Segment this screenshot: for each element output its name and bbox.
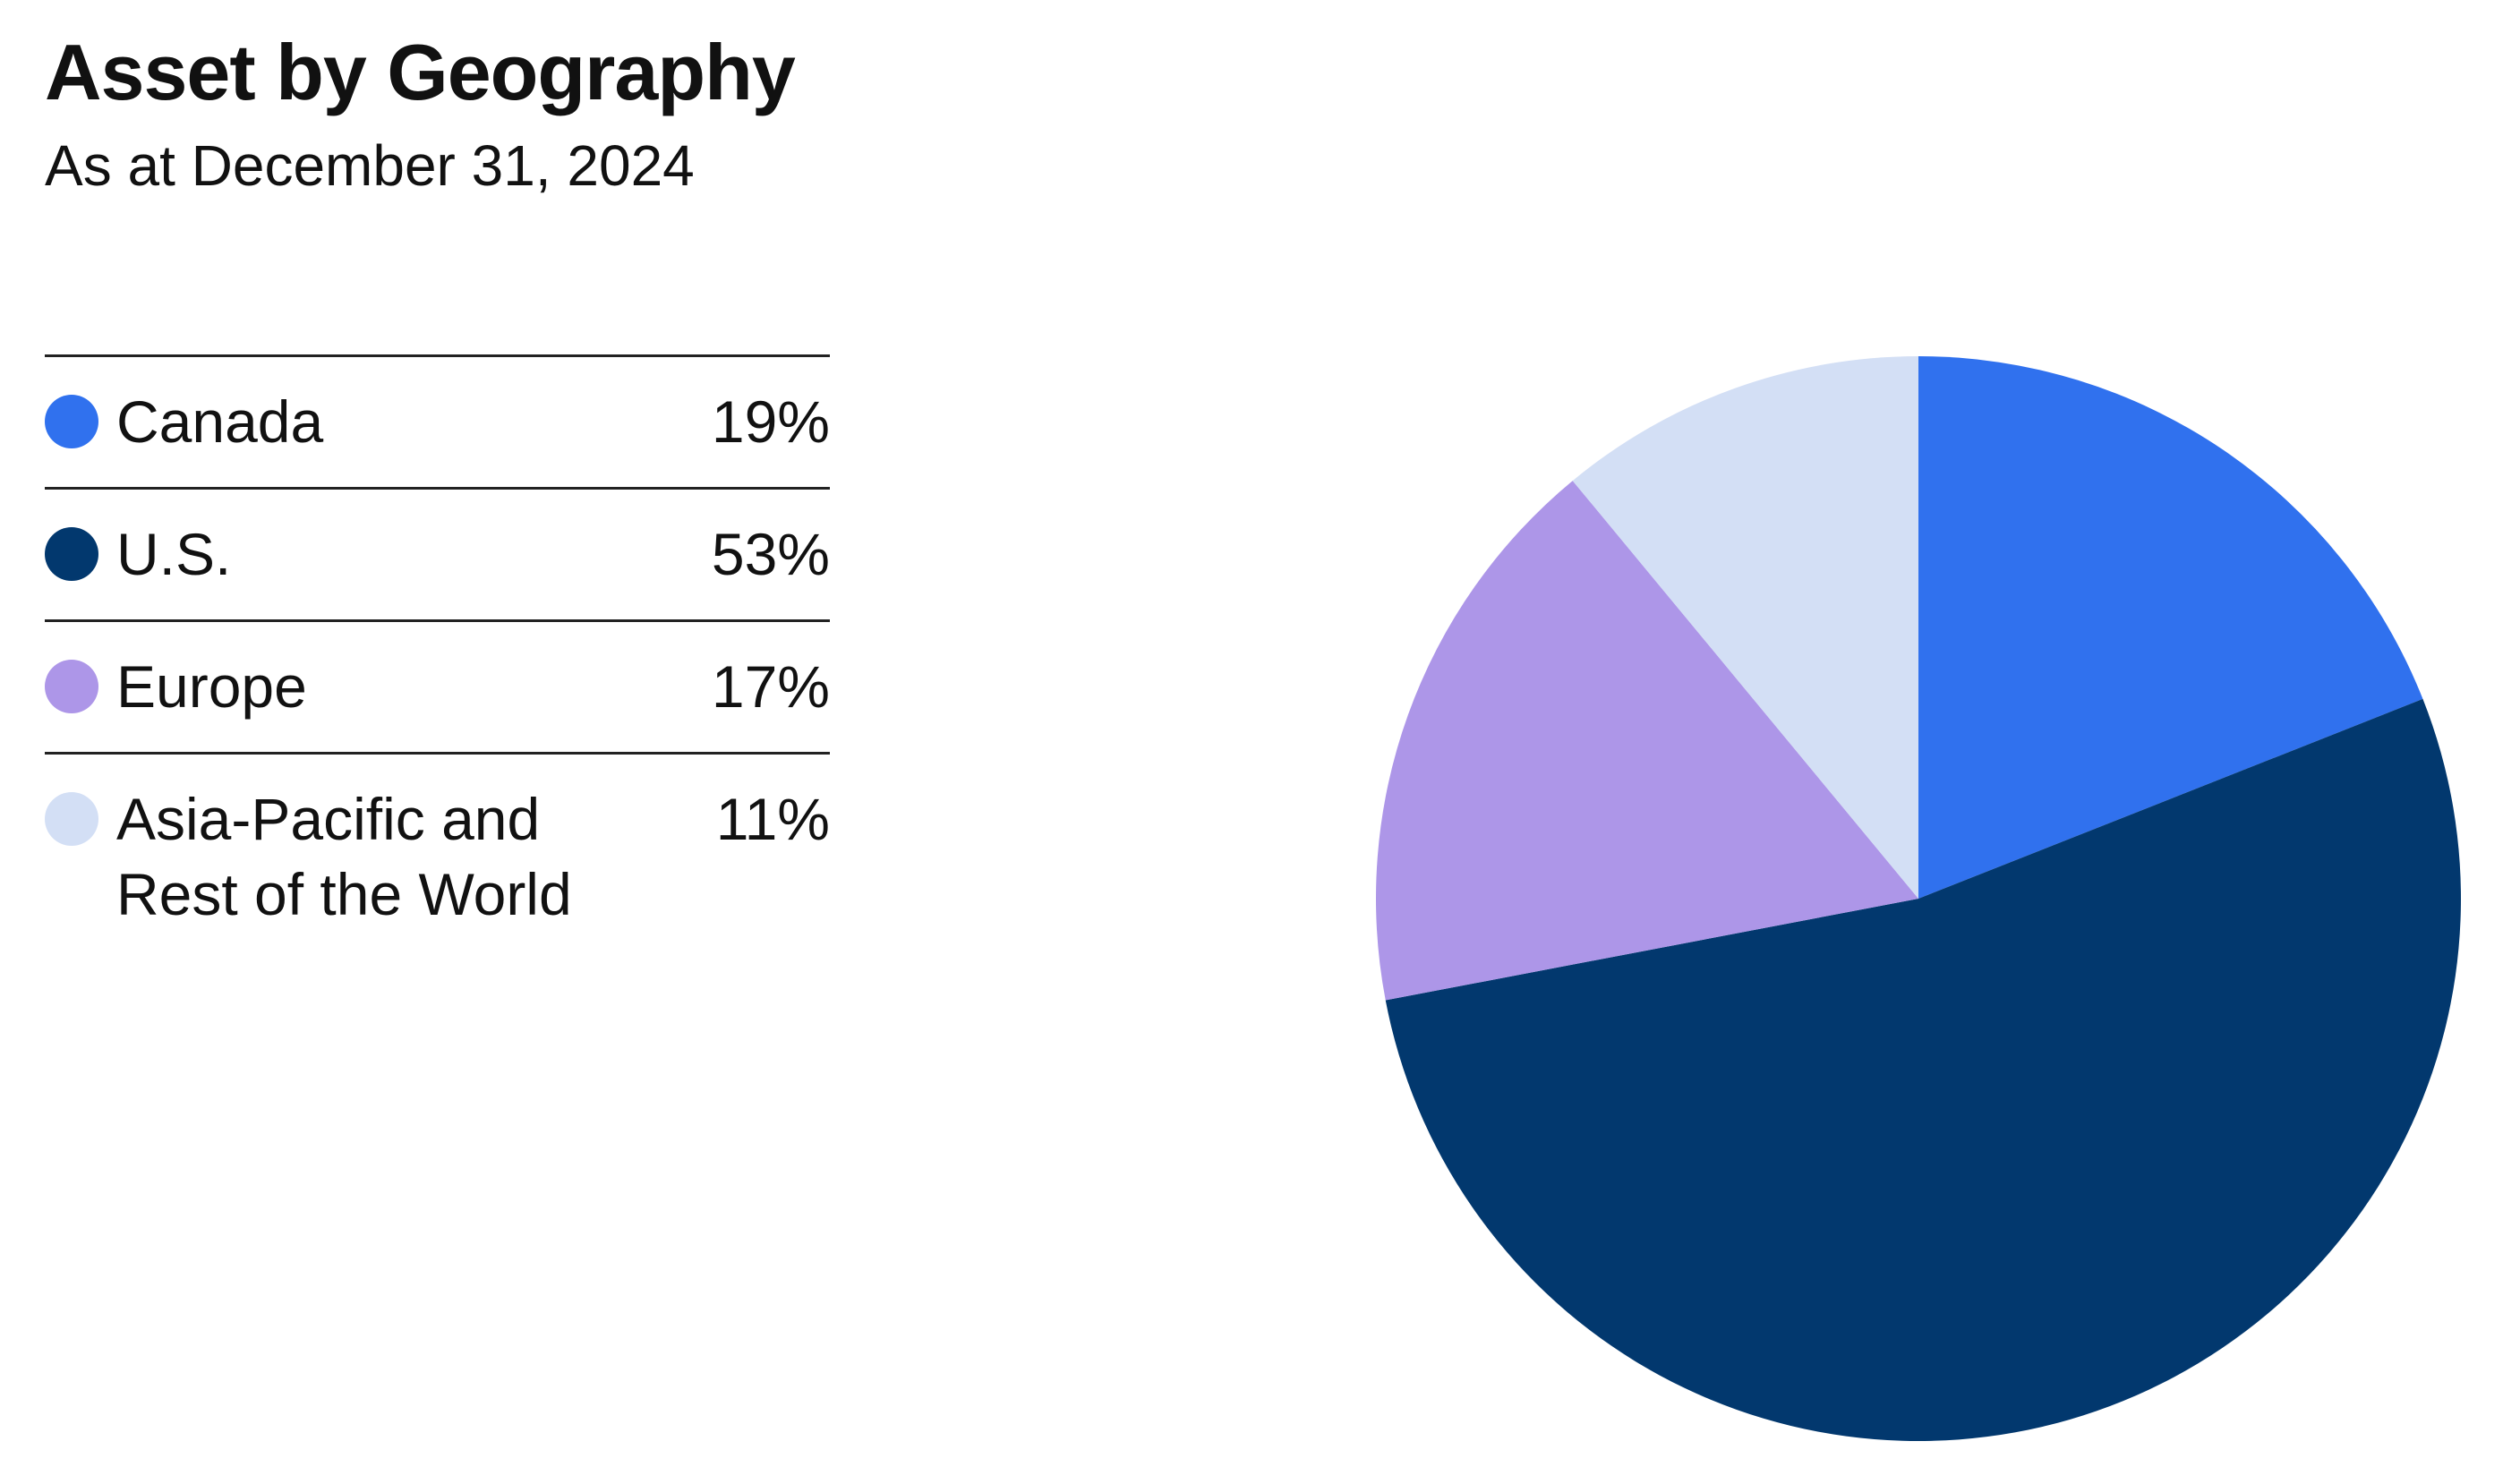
legend-label: Canada (116, 388, 324, 455)
legend-value: 19% (711, 388, 830, 455)
legend-marker (45, 527, 98, 581)
pie-slice (1572, 356, 1918, 899)
pie-slice (1376, 481, 1918, 1001)
chart-subtitle: As at December 31, 2024 (45, 133, 695, 198)
legend-value: 53% (711, 521, 830, 587)
legend-item: Asia-Pacific and Rest of the World 11% (45, 752, 830, 959)
legend-value: 17% (711, 653, 830, 720)
pie-slice (1918, 356, 2423, 899)
legend-label: Europe (116, 653, 307, 720)
chart-title: Asset by Geography (45, 28, 796, 116)
legend-item: Canada 19% (45, 354, 830, 487)
pie-slice (1385, 698, 2461, 1441)
legend-label: U.S. (116, 521, 232, 587)
legend-marker (45, 660, 98, 713)
legend-marker (45, 395, 98, 448)
legend-marker (45, 792, 98, 846)
legend: Canada 19% U.S. 53% Europe 17% Asia-Pacific an… (45, 354, 830, 959)
legend-value: 11% (715, 786, 830, 852)
legend-label: Asia-Pacific and Rest of the World (116, 786, 572, 927)
legend-item: U.S. 53% (45, 487, 830, 619)
legend-item: Europe 17% (45, 619, 830, 752)
